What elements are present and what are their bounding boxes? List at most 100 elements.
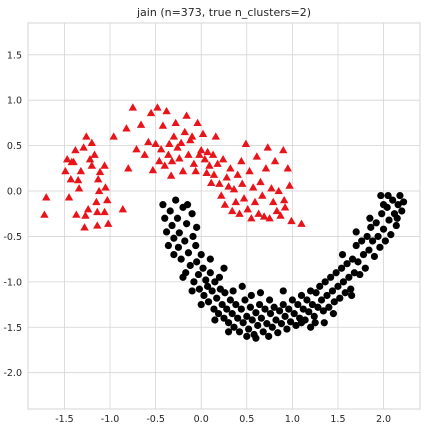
triangle-point bbox=[93, 221, 102, 229]
y-tick-label: 0.5 bbox=[7, 141, 22, 152]
circle-point bbox=[312, 289, 320, 297]
circle-point bbox=[352, 228, 360, 236]
circle-point bbox=[279, 287, 287, 295]
x-tick-label: 0.0 bbox=[194, 414, 209, 425]
circle-point bbox=[206, 255, 214, 263]
triangle-point bbox=[258, 191, 267, 199]
circle-point bbox=[263, 320, 271, 328]
triangle-point bbox=[279, 145, 288, 154]
triangle-point bbox=[276, 211, 285, 219]
triangle-point bbox=[280, 203, 290, 211]
circle-point bbox=[257, 314, 265, 322]
triangle-point bbox=[155, 156, 164, 165]
circle-point bbox=[394, 201, 402, 209]
triangle-point bbox=[167, 156, 177, 165]
circle-point bbox=[356, 270, 364, 279]
triangle-point bbox=[156, 145, 166, 153]
triangle-point bbox=[74, 184, 84, 192]
circle-point bbox=[203, 282, 212, 290]
circle-point bbox=[290, 310, 298, 318]
circle-point bbox=[314, 303, 322, 311]
triangle-point bbox=[252, 152, 262, 160]
triangle-point bbox=[224, 182, 233, 190]
circle-point bbox=[307, 323, 315, 331]
circle-point bbox=[381, 237, 389, 245]
circle-point bbox=[252, 309, 260, 317]
circle-point bbox=[246, 303, 255, 311]
circle-point bbox=[186, 261, 194, 270]
triangle-point bbox=[144, 137, 153, 146]
triangle-point bbox=[233, 170, 242, 178]
circle-point bbox=[366, 214, 374, 222]
circle-point bbox=[190, 278, 198, 286]
circle-point bbox=[166, 207, 174, 215]
circle-point bbox=[241, 296, 249, 304]
circle-point bbox=[224, 319, 233, 327]
triangle-point bbox=[203, 147, 212, 156]
triangle-point bbox=[136, 120, 146, 128]
circle-point bbox=[174, 243, 183, 251]
circle-point bbox=[239, 319, 247, 327]
triangle-point bbox=[171, 118, 180, 127]
circle-point bbox=[202, 276, 210, 284]
circle-point bbox=[189, 232, 197, 241]
circle-point bbox=[265, 332, 273, 340]
triangle-point bbox=[40, 210, 49, 218]
circle-point bbox=[248, 316, 256, 324]
circle-point bbox=[211, 316, 219, 324]
circle-point bbox=[399, 198, 408, 206]
triangle-point bbox=[175, 154, 184, 162]
circle-point bbox=[334, 282, 342, 290]
triangle-point bbox=[287, 216, 296, 225]
triangle-point bbox=[61, 166, 70, 175]
triangle-point bbox=[87, 138, 97, 147]
triangle-point bbox=[71, 145, 80, 154]
triangle-point bbox=[209, 170, 219, 178]
circle-point bbox=[179, 273, 187, 281]
y-gridlines bbox=[28, 54, 420, 374]
triangle-point bbox=[76, 166, 86, 175]
circle-point bbox=[330, 298, 338, 306]
circle-point bbox=[379, 201, 388, 209]
circle-point bbox=[162, 228, 171, 236]
circle-point bbox=[270, 303, 278, 311]
circle-point bbox=[345, 273, 353, 281]
circle-point bbox=[368, 237, 377, 245]
x-tick-label: 1.0 bbox=[285, 414, 300, 425]
triangle-point bbox=[66, 175, 76, 183]
circle-point bbox=[200, 291, 208, 300]
triangle-point bbox=[245, 166, 254, 175]
circle-point bbox=[323, 291, 331, 300]
circle-point bbox=[168, 221, 176, 230]
triangle-point bbox=[256, 177, 265, 186]
triangle-point bbox=[195, 150, 204, 158]
circle-point bbox=[177, 255, 185, 263]
triangle-point bbox=[64, 193, 74, 201]
data-points bbox=[40, 103, 408, 342]
circle-point bbox=[297, 291, 306, 300]
circle-point bbox=[266, 310, 275, 318]
triangle-point bbox=[269, 197, 278, 206]
triangle-point bbox=[124, 164, 133, 172]
triangle-point bbox=[231, 197, 241, 206]
circle-point bbox=[378, 210, 386, 218]
triangle-point bbox=[270, 156, 280, 165]
triangle-point bbox=[42, 193, 51, 201]
circle-point bbox=[327, 273, 335, 281]
triangle-point bbox=[247, 214, 256, 222]
triangle-point bbox=[83, 204, 93, 213]
circle-point bbox=[329, 310, 337, 318]
triangle-point bbox=[205, 161, 214, 169]
triangle-point bbox=[90, 150, 99, 158]
triangle-point bbox=[104, 219, 113, 227]
circle-point bbox=[272, 316, 280, 324]
triangle-point bbox=[200, 155, 210, 163]
circle-point bbox=[172, 196, 180, 204]
triangle-point bbox=[160, 161, 169, 169]
circle-point bbox=[376, 243, 384, 251]
triangle-point bbox=[162, 106, 171, 115]
circle-point bbox=[183, 220, 191, 228]
triangle-point bbox=[263, 143, 272, 151]
circle-point bbox=[317, 296, 326, 304]
